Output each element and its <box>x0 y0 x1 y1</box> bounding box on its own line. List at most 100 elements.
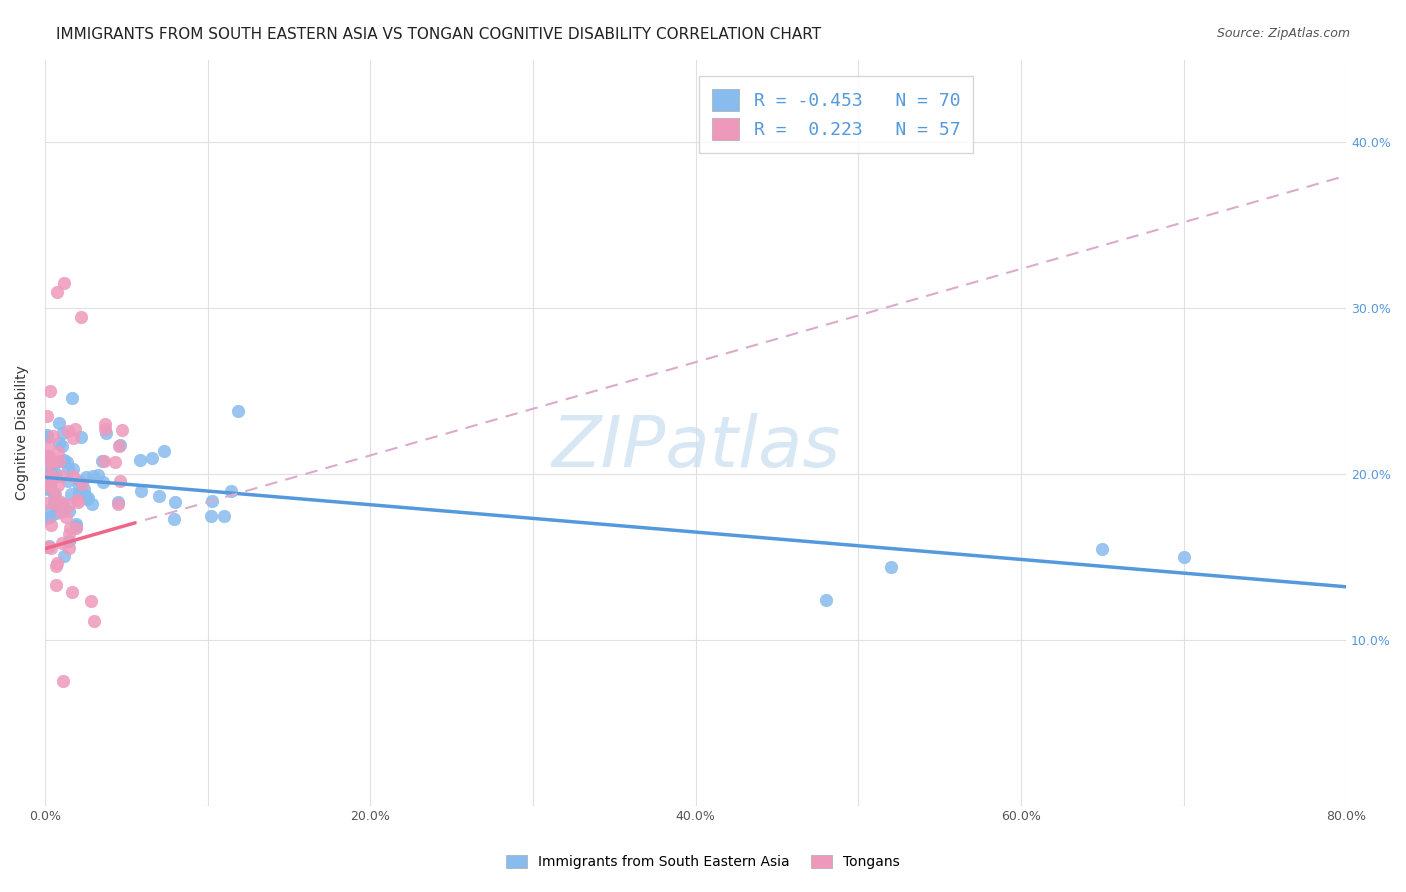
Point <box>55 509 77 524</box>
Point <box>37 439 59 453</box>
Point <box>880 560 903 574</box>
Point <box>80 594 103 608</box>
Point <box>65 521 87 535</box>
Point <box>77 491 100 506</box>
Point <box>35 510 58 524</box>
Point <box>38 481 60 495</box>
Point <box>58 533 80 548</box>
Point <box>214 508 236 523</box>
Point <box>35 450 58 465</box>
Point <box>51 425 73 440</box>
Point <box>35 409 58 424</box>
Point <box>39 518 62 533</box>
Point <box>67 478 90 492</box>
Point <box>53 277 76 291</box>
Point <box>201 493 224 508</box>
Point <box>94 422 117 436</box>
Point <box>65 519 87 533</box>
Point <box>200 509 222 524</box>
Point <box>45 559 67 574</box>
Point <box>37 477 59 491</box>
Point <box>53 453 76 467</box>
Point <box>163 495 186 509</box>
Point <box>82 468 104 483</box>
Point <box>93 417 115 431</box>
Point <box>107 497 129 511</box>
Point <box>38 467 60 481</box>
Point <box>37 427 59 442</box>
Point <box>93 454 115 468</box>
Point <box>45 285 67 299</box>
Point <box>42 488 65 502</box>
Point <box>52 674 75 689</box>
Point <box>56 424 79 438</box>
Point <box>42 471 65 485</box>
Point <box>73 482 96 496</box>
Point <box>39 541 62 555</box>
Point <box>51 536 73 550</box>
Point <box>39 480 62 494</box>
Point <box>62 462 84 476</box>
Point <box>58 527 80 541</box>
Point <box>58 504 80 518</box>
Point <box>38 539 60 553</box>
Point <box>44 487 66 501</box>
Point <box>108 474 131 488</box>
Point <box>51 495 73 509</box>
Point <box>48 435 70 450</box>
Point <box>58 541 80 556</box>
Point <box>63 422 86 436</box>
Point <box>59 487 82 501</box>
Point <box>226 404 249 418</box>
Point <box>45 506 67 520</box>
Point <box>35 540 58 554</box>
Point <box>814 593 837 607</box>
Point <box>69 475 91 489</box>
Point <box>76 491 98 506</box>
Point <box>1091 541 1114 556</box>
Point <box>129 452 152 467</box>
Point <box>70 310 93 324</box>
Point <box>1173 549 1195 564</box>
Point <box>70 430 93 444</box>
Point <box>162 511 184 525</box>
Point <box>37 461 59 475</box>
Point <box>39 502 62 516</box>
Point <box>58 499 80 513</box>
Point <box>86 468 108 483</box>
Point <box>59 521 82 535</box>
Point <box>56 461 79 475</box>
Point <box>153 444 176 458</box>
Point <box>75 470 97 484</box>
Point <box>51 439 73 453</box>
Point <box>42 469 65 483</box>
Y-axis label: Cognitive Disability: Cognitive Disability <box>15 365 30 500</box>
Point <box>108 438 131 452</box>
Point <box>73 488 96 502</box>
Point <box>49 505 72 519</box>
Point <box>62 584 84 599</box>
Point <box>48 445 70 459</box>
Point <box>62 469 84 483</box>
Point <box>48 416 70 430</box>
Point <box>83 614 105 628</box>
Point <box>45 467 67 481</box>
Point <box>44 456 66 470</box>
Point <box>51 454 73 468</box>
Point <box>39 384 62 399</box>
Point <box>51 469 73 483</box>
Point <box>35 496 58 510</box>
Text: IMMIGRANTS FROM SOUTH EASTERN ASIA VS TONGAN COGNITIVE DISABILITY CORRELATION CH: IMMIGRANTS FROM SOUTH EASTERN ASIA VS TO… <box>56 27 821 42</box>
Point <box>66 493 89 508</box>
Point <box>46 478 69 492</box>
Point <box>35 450 58 464</box>
Point <box>38 477 60 491</box>
Text: Source: ZipAtlas.com: Source: ZipAtlas.com <box>1216 27 1350 40</box>
Point <box>60 391 83 405</box>
Legend: Immigrants from South Eastern Asia, Tongans: Immigrants from South Eastern Asia, Tong… <box>499 848 907 876</box>
Point <box>39 466 62 480</box>
Point <box>58 474 80 488</box>
Point <box>67 486 90 500</box>
Point <box>45 498 67 512</box>
Point <box>219 483 242 498</box>
